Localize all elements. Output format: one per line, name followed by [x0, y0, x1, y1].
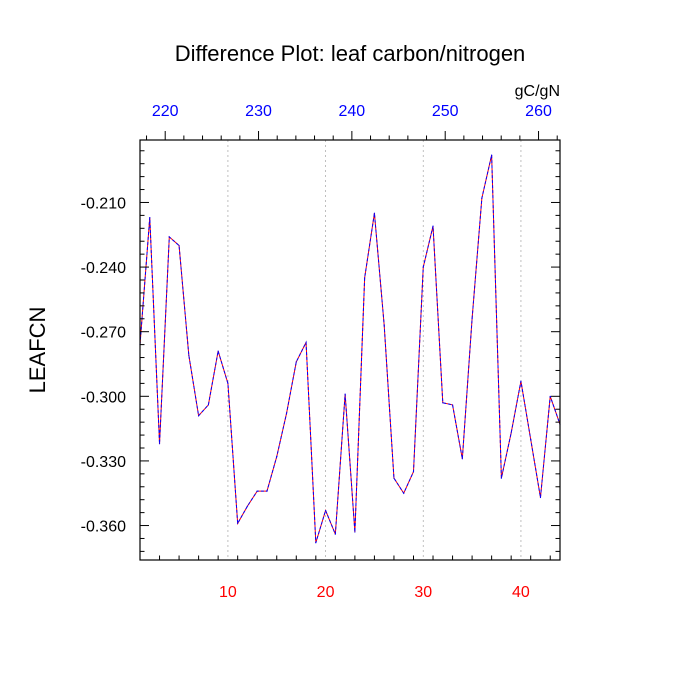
chart-title: Difference Plot: leaf carbon/nitrogen	[175, 41, 526, 66]
y-tick-label: -0.240	[81, 260, 126, 277]
data-point-22	[344, 393, 346, 395]
data-point-17	[295, 361, 297, 363]
data-point-33	[451, 404, 454, 406]
data-point-12	[246, 505, 249, 507]
data-point-18	[305, 341, 307, 344]
x-top-tick-label: 260	[525, 103, 552, 120]
data-point-2	[149, 216, 151, 219]
data-point-41	[530, 438, 532, 440]
data-point-4	[168, 236, 170, 238]
y-tick-label: -0.210	[81, 195, 126, 212]
data-point-15	[276, 456, 278, 458]
data-point-9	[217, 350, 219, 352]
data-point-23	[354, 531, 356, 533]
x-bottom-tick-label: 20	[317, 584, 335, 601]
x-bottom-tick-label: 30	[414, 584, 432, 601]
data-point-21	[334, 533, 336, 535]
y-tick-label: -0.330	[81, 454, 126, 471]
bottom-x-axis: 10 20 30 40	[139, 555, 551, 601]
top-x-axis: 220 230 240 250 260	[146, 103, 558, 140]
data-point-42	[539, 496, 542, 499]
data-point-37	[491, 154, 493, 156]
data-point-13	[256, 490, 258, 492]
data-point-38	[500, 477, 502, 479]
data-point-16	[285, 412, 288, 415]
y-tick-label: -0.300	[81, 389, 126, 406]
x-bottom-tick-label: 40	[512, 584, 530, 601]
x-top-tick-label: 240	[339, 103, 366, 120]
series-lines	[139, 154, 561, 544]
data-point-27	[393, 477, 395, 479]
data-point-3	[158, 443, 161, 445]
y-axis: -0.210 -0.240 -0.270 -0.300 -0.330 -0.360	[81, 150, 560, 552]
data-point-7	[198, 415, 200, 417]
series-line-red	[139, 154, 561, 543]
y-tick-label: -0.270	[81, 325, 126, 342]
data-point-31	[432, 225, 434, 227]
data-point-24	[364, 277, 366, 279]
data-point-40	[520, 380, 522, 382]
data-point-14	[266, 490, 268, 492]
data-point-32	[442, 402, 444, 404]
x-top-tick-label: 250	[432, 103, 459, 120]
series-line-blue	[139, 154, 561, 543]
data-point-30	[422, 266, 424, 268]
data-point-36	[481, 197, 483, 199]
data-point-26	[383, 324, 385, 326]
x-top-tick-label: 230	[245, 103, 272, 120]
x-top-tick-label: 220	[152, 103, 179, 120]
data-point-34	[461, 458, 463, 460]
data-point-8	[207, 404, 209, 406]
data-point-19	[315, 542, 317, 544]
data-point-20	[324, 509, 327, 512]
grid-lines	[227, 140, 522, 560]
data-point-28	[403, 492, 405, 494]
data-point-39	[510, 432, 512, 434]
data-point-5	[178, 244, 180, 247]
y-tick-label: -0.360	[81, 519, 126, 536]
data-point-29	[412, 471, 415, 473]
data-point-11	[237, 522, 239, 524]
data-point-25	[373, 212, 376, 214]
top-axis-units: gC/gN	[515, 83, 560, 100]
plot-frame	[139, 139, 561, 561]
x-bottom-tick-label: 10	[219, 584, 237, 601]
data-point-35	[471, 318, 473, 320]
data-point-10	[227, 382, 229, 384]
data-point-6	[188, 354, 190, 356]
y-axis-label: LEAFCN	[25, 307, 50, 394]
data-point-43	[549, 395, 551, 397]
